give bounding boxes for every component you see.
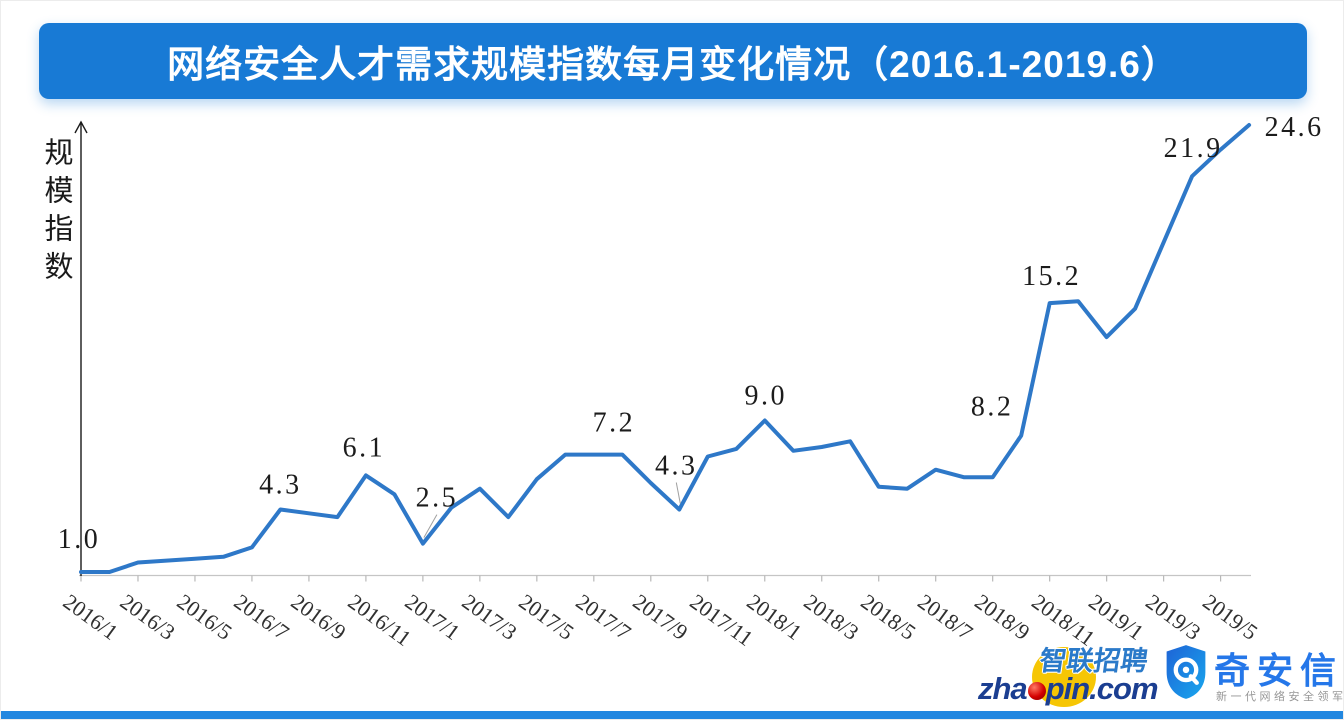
qianxin-shield-icon — [1166, 645, 1206, 699]
svg-text:21.9: 21.9 — [1164, 133, 1223, 164]
svg-text:2019/3: 2019/3 — [1141, 589, 1205, 645]
svg-text:1.0: 1.0 — [58, 524, 101, 555]
svg-text:2016/7: 2016/7 — [230, 589, 294, 645]
zhaopin-cn-name: 智联招聘 — [1037, 646, 1150, 676]
svg-text:4.3: 4.3 — [259, 469, 302, 500]
svg-text:2016/3: 2016/3 — [116, 589, 180, 645]
svg-text:2018/5: 2018/5 — [856, 589, 920, 645]
svg-text:2017/7: 2017/7 — [571, 589, 635, 645]
y-axis-title: 规模指数 — [40, 137, 72, 289]
svg-text:2016/5: 2016/5 — [173, 589, 237, 645]
svg-text:9.0: 9.0 — [745, 380, 788, 411]
svg-text:2017/11: 2017/11 — [685, 589, 757, 651]
qianxin-name: 奇安信 — [1214, 650, 1344, 691]
svg-text:2017/3: 2017/3 — [458, 589, 522, 645]
zhaopin-wordmark: zha pin.com — [978, 671, 1159, 706]
svg-text:2016/9: 2016/9 — [287, 589, 351, 645]
title-banner: 网络安全人才需求规模指数每月变化情况（2016.1-2019.6） — [39, 23, 1307, 99]
svg-text:2017/9: 2017/9 — [628, 589, 692, 645]
svg-text:15.2: 15.2 — [1022, 261, 1081, 292]
svg-text:8.2: 8.2 — [971, 392, 1014, 423]
svg-text:2018/9: 2018/9 — [970, 589, 1034, 645]
zhaopin-red-dot-icon — [1027, 682, 1046, 700]
qianxin-logo: 奇安信 新一代网络安全领军者 — [1164, 642, 1344, 710]
svg-text:4.3: 4.3 — [655, 450, 698, 481]
svg-text:2018/7: 2018/7 — [913, 589, 977, 645]
svg-text:2016/11: 2016/11 — [344, 589, 416, 651]
bottom-accent-bar — [1, 711, 1343, 719]
svg-text:2016/1: 2016/1 — [59, 589, 123, 645]
svg-text:2018/3: 2018/3 — [799, 589, 863, 645]
page-title: 网络安全人才需求规模指数每月变化情况（2016.1-2019.6） — [167, 44, 1179, 85]
svg-text:2017/5: 2017/5 — [514, 589, 578, 645]
qianxin-tagline: 新一代网络安全领军者 — [1216, 691, 1343, 703]
svg-text:7.2: 7.2 — [593, 408, 636, 439]
svg-text:6.1: 6.1 — [343, 432, 386, 463]
zhaopin-logo: zha pin.com 智联招聘 — [976, 641, 1168, 713]
svg-text:2019/5: 2019/5 — [1198, 589, 1262, 645]
svg-text:2.5: 2.5 — [416, 483, 459, 514]
svg-text:24.6: 24.6 — [1265, 112, 1324, 143]
